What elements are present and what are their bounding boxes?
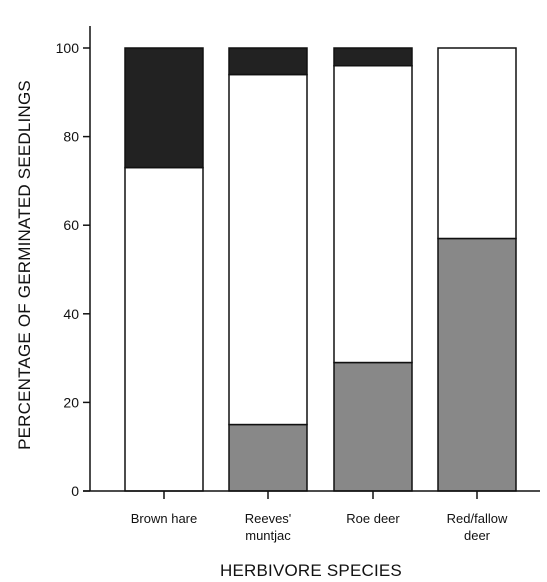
bar-segment-2-1	[333, 64, 413, 364]
y-axis-title: PERCENTAGE OF GERMINATED SEEDLINGS	[15, 80, 34, 450]
x-tick-label: Reeves'	[245, 511, 292, 526]
y-tick-label: 40	[63, 306, 79, 322]
bar-segment-2-2	[333, 47, 413, 67]
x-tick-label: Roe deer	[346, 511, 400, 526]
y-tick-label: 0	[71, 483, 79, 499]
bar-segment-1-0	[228, 423, 308, 492]
y-tick-label: 20	[63, 394, 79, 410]
axes-layer	[83, 26, 540, 499]
x-tick-label: muntjac	[245, 528, 291, 543]
bar-segment-1-2	[228, 47, 308, 76]
y-tick-label: 80	[63, 129, 79, 145]
bar-segment-0-2	[124, 47, 204, 169]
bar-segment-2-0	[333, 361, 413, 492]
labels-layer: 0 20 40 60 80 100 Brown hare Reeves' muntjac Roe …	[56, 40, 508, 543]
x-tick-label: Brown hare	[131, 511, 197, 526]
bar-segment-3-0	[437, 237, 517, 492]
y-tick-label: 60	[63, 217, 79, 233]
x-tick-label: Red/fallow	[447, 511, 508, 526]
bar-segment-0-1	[124, 166, 204, 492]
y-tick-label: 100	[56, 40, 80, 56]
bar-segment-3-1	[437, 47, 517, 240]
bars-layer	[124, 47, 517, 492]
x-axis-title: HERBIVORE SPECIES	[220, 561, 402, 580]
x-tick-label: deer	[464, 528, 491, 543]
bar-segment-1-1	[228, 73, 308, 426]
